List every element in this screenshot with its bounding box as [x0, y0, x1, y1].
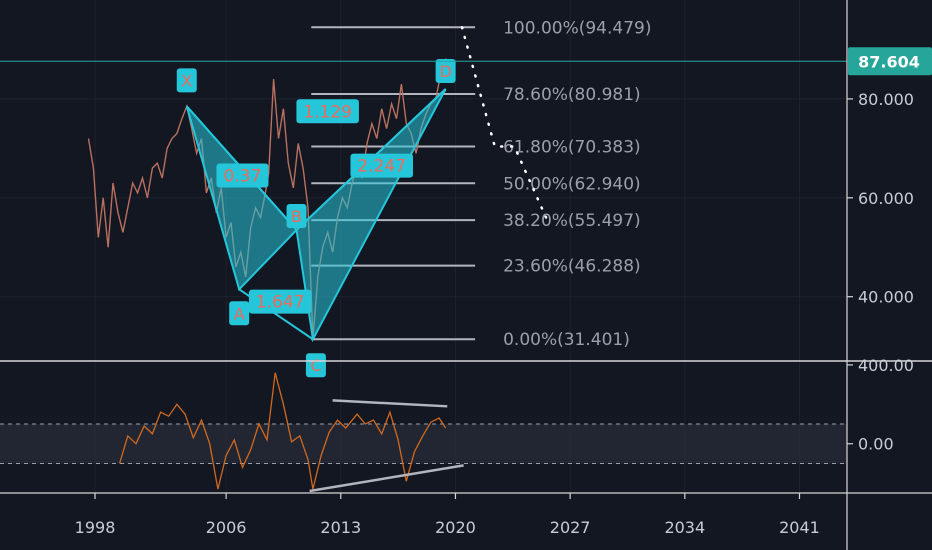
fib-level-label: 100.00%(94.479)	[503, 18, 651, 38]
fib-level-label: 0.00%(31.401)	[503, 330, 630, 350]
ratio-label: 1.129	[303, 102, 352, 122]
fib-level-label: 78.60%(80.981)	[503, 85, 641, 105]
fib-level-label: 38.20%(55.497)	[503, 211, 641, 231]
current-price-value: 87.604	[858, 52, 920, 71]
oscillator-axis[interactable]: 400.00 0.00	[847, 356, 914, 454]
oscillator-band	[0, 424, 847, 464]
time-tick-label: 2020	[435, 518, 476, 537]
ratio-label: 0.37	[224, 167, 262, 187]
osc-tick-label: 400.00	[858, 356, 914, 375]
ratio-label: 1.647	[256, 293, 305, 313]
pattern-point-label: D	[439, 62, 451, 81]
price-tick-label: 40.000	[858, 288, 914, 307]
current-price-tag: 87.604	[848, 47, 932, 76]
ratio-label-box	[350, 153, 413, 178]
price-axis[interactable]: 80.000 60.000 40.000	[847, 90, 914, 307]
ratio-label-box	[248, 289, 312, 314]
projection-dotted-path[interactable]	[460, 26, 549, 222]
pattern-point-label: A	[234, 304, 245, 323]
current-price-tag-box	[848, 47, 932, 76]
time-tick-label: 2027	[550, 518, 591, 537]
pattern-point-label: X	[181, 71, 192, 90]
time-tick-label: 2034	[664, 518, 705, 537]
pattern-point-label: B	[291, 207, 302, 226]
price-tick-label: 60.000	[858, 189, 914, 208]
oscillator-trendline[interactable]	[332, 399, 448, 408]
fib-retracement[interactable]: 100.00%(94.479) 78.60%(80.981) 61.80%(70.3…	[311, 18, 651, 350]
time-tick-label: 2006	[206, 518, 247, 537]
pattern-point-box	[176, 68, 197, 93]
time-tick-label: 2041	[779, 518, 820, 537]
time-tick-label: 2013	[320, 518, 361, 537]
time-axis[interactable]: 1998 2006 2013 2020 2027 2034 2041	[75, 493, 820, 537]
pattern-point-box	[435, 59, 456, 84]
oscillator-trendlines[interactable]	[309, 399, 464, 493]
fib-level-label: 23.60%(46.288)	[503, 257, 641, 277]
oscillator-series-line	[118, 372, 447, 490]
pattern-point-box	[305, 353, 326, 378]
price-gridlines	[0, 98, 847, 298]
price-tick-label: 80.000	[858, 90, 914, 109]
oscillator-trendline[interactable]	[309, 464, 464, 493]
osc-tick-label: 0.00	[858, 435, 894, 454]
ratio-label-box	[296, 99, 359, 124]
time-tick-label: 1998	[75, 518, 116, 537]
pattern-point-label: C	[310, 356, 321, 375]
pattern-ratio-labels: 0.37 1.647 1.129 2.247	[216, 99, 413, 314]
pattern-point-box	[286, 203, 307, 228]
pattern-point-labels: X A B C D	[176, 59, 456, 378]
fib-level-label: 50.00%(62.940)	[503, 174, 641, 194]
price-series-line	[87, 58, 451, 340]
ratio-label: 2.247	[357, 157, 406, 177]
pattern-point-box	[229, 301, 250, 326]
fib-level-label: 61.80%(70.383)	[503, 137, 641, 157]
ratio-label-box	[216, 163, 269, 188]
